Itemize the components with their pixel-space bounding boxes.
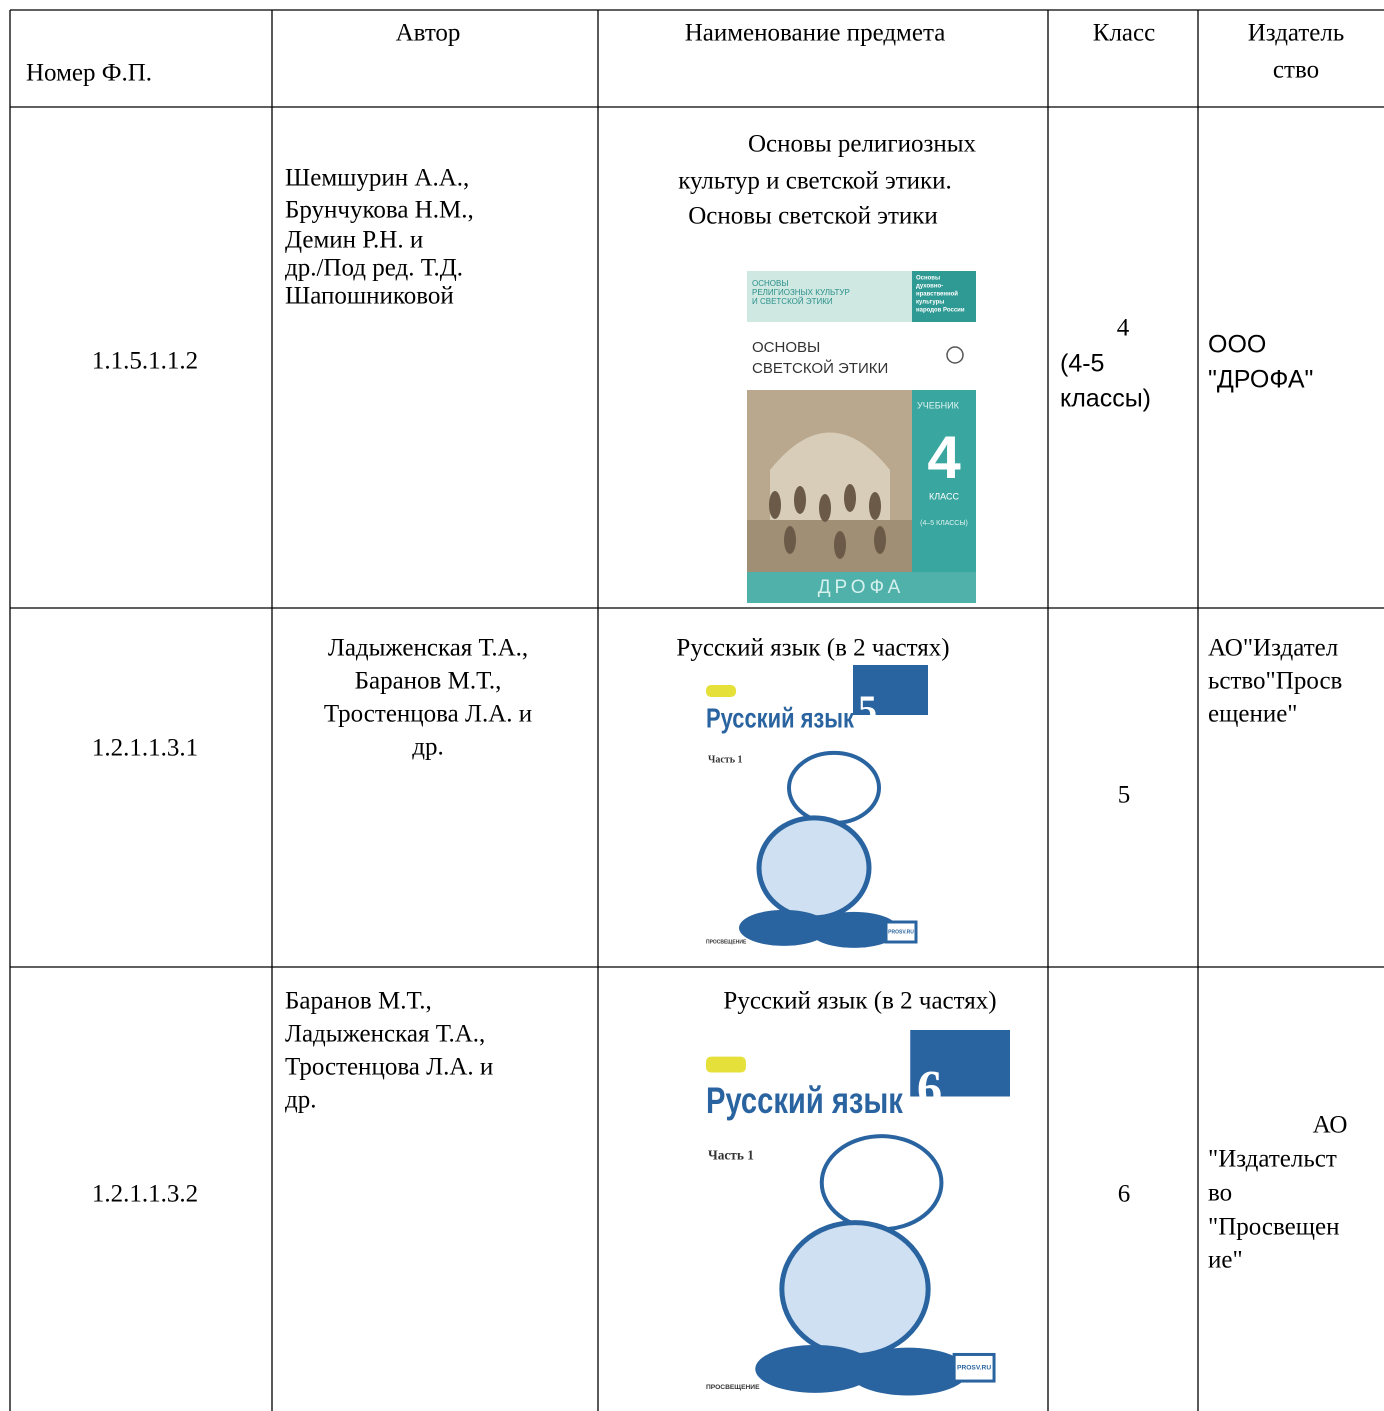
cover-text: УЧЕБНИК bbox=[917, 400, 960, 410]
header-cell: Автор bbox=[396, 20, 461, 47]
table-cell: 6 bbox=[1118, 1181, 1131, 1208]
table-cell: 1.1.5.1.1.2 bbox=[92, 348, 198, 375]
cover-ornament bbox=[782, 1223, 928, 1356]
cover-title: СВЕТСКОЙ ЭТИКИ bbox=[752, 359, 888, 377]
cover-text: И СВЕТСКОЙ ЭТИКИ bbox=[752, 297, 833, 306]
cover-figure bbox=[819, 494, 831, 522]
header-cell: Издатель bbox=[1248, 20, 1345, 47]
cover-figure bbox=[784, 526, 796, 554]
header-cell: ство bbox=[1273, 57, 1319, 84]
table-cell: "Издательст bbox=[1208, 1146, 1337, 1173]
table-cell: ие" bbox=[1208, 1247, 1243, 1274]
cover-figure bbox=[769, 491, 781, 519]
table-cell: Основы религиозных bbox=[748, 131, 977, 158]
cover-text: народов России bbox=[916, 308, 965, 314]
table-cell: ещение" bbox=[1208, 701, 1298, 728]
cover-text: класс bbox=[886, 712, 905, 721]
table-cell: Брунчукова Н.М., bbox=[285, 197, 474, 224]
cover-text: духовно- bbox=[916, 284, 943, 290]
cover-text: ПРОСВЕЩЕНИЕ bbox=[706, 1384, 760, 1391]
cover-grade: 5 bbox=[858, 689, 877, 731]
table-cell: Ладыженская Т.А., bbox=[328, 635, 528, 662]
table-cell: классы) bbox=[1060, 385, 1151, 413]
cover-figure bbox=[794, 486, 806, 514]
table-cell: "Просвещен bbox=[1208, 1214, 1339, 1241]
table-cell: Ладыженская Т.А., bbox=[285, 1021, 485, 1048]
cover-figure bbox=[834, 531, 846, 559]
table-cell: Русский язык (в 2 частях) bbox=[676, 635, 949, 662]
page: {"table": { "header": [["Номер Ф.П."], [… bbox=[0, 0, 1384, 1411]
cover-text: культуры bbox=[916, 300, 944, 306]
table-cell: 4 bbox=[1117, 315, 1130, 342]
table-cell: культур и светской этики. bbox=[678, 168, 952, 195]
cover-badge bbox=[706, 685, 736, 697]
table-cell: др. bbox=[412, 734, 443, 761]
cover-text: ПРОСВЕЩЕНИЕ bbox=[706, 939, 747, 945]
cover-text: нравственной bbox=[916, 291, 958, 298]
table-cell: Шемшурин А.А., bbox=[285, 165, 469, 192]
table-cell: 5 bbox=[1118, 782, 1131, 809]
cover-text: РЕЛИГИОЗНЫХ КУЛЬТУР bbox=[752, 288, 850, 297]
cover-publisher: ДРОФА bbox=[818, 577, 905, 598]
table-cell: Русский язык (в 2 частях) bbox=[723, 988, 996, 1015]
table-cell: Основы светской этики bbox=[688, 203, 938, 230]
table-cell: 1.2.1.1.3.2 bbox=[92, 1181, 198, 1208]
cover-ornament bbox=[759, 818, 869, 918]
cover-figure bbox=[869, 492, 881, 520]
document: Номер Ф.П. Автор Наименование предмета Клас… bbox=[0, 0, 1384, 1411]
cover-text: ОСНОВЫ bbox=[752, 279, 788, 288]
cover-figure bbox=[874, 526, 886, 554]
cover-grade: 6 bbox=[917, 1060, 942, 1116]
table-cell: АО"Издател bbox=[1208, 635, 1338, 662]
table-cell: "ДРОФА" bbox=[1208, 366, 1313, 394]
cover-text: PROSV.RU bbox=[957, 1365, 991, 1372]
cover-painting-floor bbox=[747, 520, 912, 572]
cover-badge bbox=[706, 1057, 746, 1073]
cover-text: Основы bbox=[916, 276, 940, 282]
cover-text: КЛАСС bbox=[929, 491, 959, 501]
header-cell: Класс bbox=[1093, 20, 1155, 47]
cover-text: (4–5 КЛАССЫ) bbox=[920, 520, 968, 527]
table-cell: во bbox=[1208, 1180, 1232, 1207]
table-cell: АО bbox=[1313, 1112, 1348, 1139]
cover-ornament bbox=[848, 1348, 968, 1396]
table-cell: 1.2.1.1.3.1 bbox=[92, 735, 198, 762]
cover-title: Русский язык bbox=[706, 1079, 903, 1121]
cover-figure bbox=[844, 484, 856, 512]
table-cell: Демин Р.Н. и bbox=[285, 227, 423, 254]
table-cell: др./Под ред. Т.Д. bbox=[285, 255, 463, 282]
table-cell: Тростенцова Л.А. и bbox=[324, 701, 532, 728]
cover-title: ОСНОВЫ bbox=[752, 339, 820, 356]
cover-text: Часть 1 bbox=[708, 1147, 754, 1162]
cover-title: Русский язык bbox=[706, 702, 855, 733]
cover-text: класс bbox=[954, 1094, 979, 1105]
table-cell: Баранов М.Т., bbox=[355, 668, 502, 695]
header-cell: Наименование предмета bbox=[685, 20, 946, 47]
cover-text: PROSV.RU bbox=[888, 929, 914, 935]
table-cell: др. bbox=[285, 1087, 316, 1114]
header-cell: Номер Ф.П. bbox=[26, 60, 152, 87]
table-cell: (4-5 bbox=[1060, 350, 1104, 378]
table-cell: ООО bbox=[1208, 331, 1266, 359]
cover-grade: 4 bbox=[927, 424, 961, 491]
book-cover: Русский язык 6 класс Часть 1 ПРОСВЕЩЕНИЕ PROS… bbox=[700, 1030, 1010, 1405]
cover-text: Часть 1 bbox=[708, 754, 742, 765]
table-cell: Шапошниковой bbox=[285, 283, 454, 310]
table-cell: Тростенцова Л.А. и bbox=[285, 1054, 493, 1081]
cover-title-band bbox=[747, 322, 976, 390]
table-cell: ьство"Просв bbox=[1208, 668, 1342, 695]
table-cell: Баранов М.Т., bbox=[285, 988, 432, 1015]
